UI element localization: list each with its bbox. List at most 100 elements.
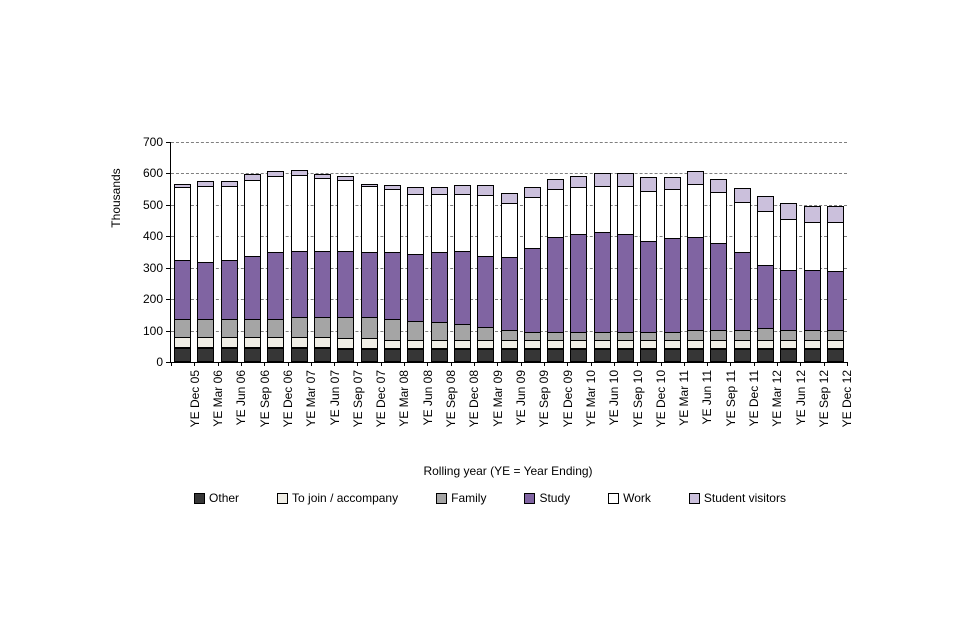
x-tick-mark (730, 362, 732, 366)
x-tick-label: YE Jun 09 (514, 370, 528, 426)
y-tick-mark (166, 299, 171, 301)
segment-other (826, 349, 844, 362)
legend-label: To join / accompany (292, 491, 399, 505)
segment-work (360, 185, 378, 254)
segment-to-join-accompany (477, 340, 495, 350)
segment-family (477, 326, 495, 342)
legend-item-to-join-accompany: To join / accompany (277, 491, 398, 505)
segment-student-visitors (686, 171, 704, 186)
legend-swatch-study (524, 492, 536, 504)
segment-work (407, 193, 425, 256)
segment-work (453, 193, 471, 252)
segment-family (267, 319, 285, 338)
segment-other (756, 349, 774, 362)
segment-work (290, 174, 308, 252)
x-axis-labels: YE Dec 05 YE Mar 06 YE Jun 06 YE Sep 06 YE D… (170, 366, 855, 446)
segment-family (314, 317, 332, 338)
bar (826, 205, 844, 362)
x-tick-label: YE Jun 12 (793, 370, 808, 426)
x-tick-mark (777, 362, 779, 366)
legend-item-study: Study (524, 491, 570, 505)
segment-study (570, 233, 588, 333)
segment-other (780, 349, 798, 362)
segment-family (430, 322, 448, 342)
bar (500, 193, 518, 362)
segment-other (547, 349, 565, 362)
segment-study (453, 250, 471, 325)
bar (523, 186, 541, 362)
segment-to-join-accompany (500, 340, 518, 350)
x-tick-mark (497, 362, 499, 366)
gridline (171, 173, 847, 175)
segment-student-visitors (617, 172, 635, 187)
segment-family (244, 319, 262, 338)
segment-work (523, 196, 541, 249)
segment-to-join-accompany (337, 338, 355, 350)
bar (197, 180, 215, 362)
y-tick-mark (166, 267, 171, 269)
x-tick-mark (683, 362, 685, 366)
y-tick-label: 400 (142, 229, 163, 244)
segment-study (640, 241, 658, 333)
bar (220, 180, 238, 362)
x-tick-label: YE Sep 07 (350, 370, 365, 428)
segment-student-visitors (803, 205, 821, 224)
bar (383, 185, 401, 362)
segment-student-visitors (640, 177, 658, 192)
x-tick-mark (613, 362, 615, 366)
segment-other (407, 349, 425, 362)
x-tick-mark (637, 362, 639, 366)
segment-other (803, 349, 821, 362)
y-tick-mark (166, 142, 171, 143)
segment-work (826, 222, 844, 273)
segment-other (430, 349, 448, 362)
y-tick-label: 200 (142, 292, 163, 307)
segment-to-join-accompany (314, 336, 332, 348)
x-tick-mark (660, 362, 662, 366)
segment-study (663, 238, 681, 333)
segment-to-join-accompany (617, 340, 635, 350)
segment-to-join-accompany (360, 338, 378, 350)
x-tick-label: YE Dec 07 (374, 370, 389, 428)
x-tick-label: YE Sep 06 (257, 370, 272, 428)
x-tick-mark (590, 362, 592, 366)
legend-label: Family (451, 491, 487, 505)
segment-student-visitors (710, 179, 728, 194)
segment-work (593, 185, 611, 234)
segment-family (453, 323, 471, 342)
segment-other (197, 347, 215, 362)
y-tick-mark (166, 236, 171, 238)
segment-study (617, 233, 635, 333)
x-tick-mark (823, 362, 825, 366)
segment-study (477, 255, 495, 328)
x-tick-mark (847, 362, 848, 366)
x-tick-label: YE Sep 08 (444, 370, 459, 428)
segment-work (756, 211, 774, 267)
segment-to-join-accompany (430, 340, 448, 350)
segment-study (523, 247, 541, 333)
segment-other (593, 349, 611, 362)
legend-swatch-other (194, 492, 206, 504)
bar (477, 185, 495, 362)
x-axis-title: Rolling year (YE = Year Ending) (423, 464, 593, 478)
x-tick-label: YE Mar 11 (677, 370, 692, 426)
x-tick-label: YE Dec 09 (560, 370, 575, 428)
segment-work (686, 184, 704, 238)
bar (733, 188, 751, 362)
segment-to-join-accompany (547, 340, 565, 350)
segment-work (663, 189, 681, 240)
bar (663, 177, 681, 362)
bar (453, 185, 471, 362)
segment-work (780, 218, 798, 271)
x-tick-mark (334, 362, 336, 366)
segment-to-join-accompany (826, 340, 844, 350)
segment-study (383, 252, 401, 321)
x-tick-mark (404, 362, 406, 366)
segment-work (244, 179, 262, 257)
segment-student-visitors (826, 205, 844, 224)
bar (267, 171, 285, 362)
x-tick-mark (707, 362, 709, 366)
segment-family (407, 320, 425, 342)
segment-other (244, 347, 262, 362)
segment-to-join-accompany (640, 340, 658, 350)
